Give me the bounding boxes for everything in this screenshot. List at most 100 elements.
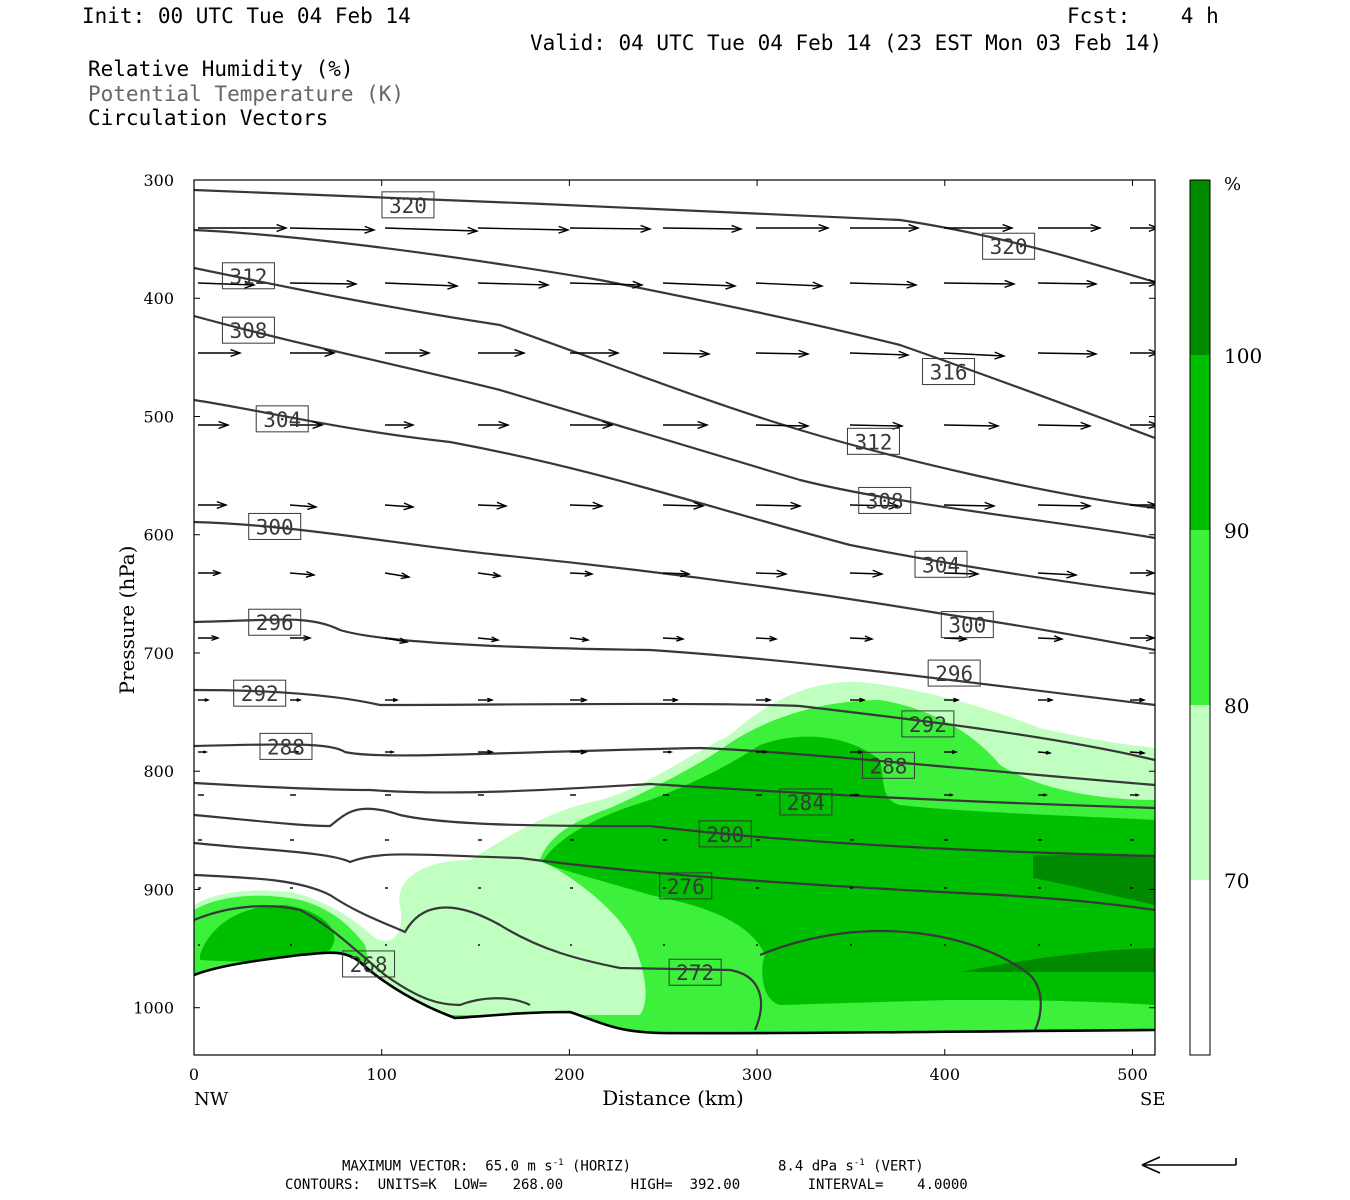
y-tick-label: 1000 [133, 999, 174, 1018]
wind-vector [385, 697, 400, 703]
wind-vector [663, 750, 674, 754]
legend-theta: Potential Temperature (K) [88, 82, 405, 106]
wind-vector [198, 348, 243, 358]
wind-vector [570, 420, 615, 430]
wind-vector [1130, 420, 1155, 430]
svg-text:296: 296 [256, 611, 294, 635]
wind-vector [477, 571, 503, 579]
wind-vector [1037, 635, 1065, 643]
contour-276 [194, 841, 1155, 912]
wind-vector [1130, 793, 1141, 797]
wind-vector [198, 420, 231, 430]
wind-vector [385, 420, 416, 430]
wind-vector [384, 226, 480, 235]
wind-vector [1037, 750, 1053, 755]
circulation-vectors [197, 223, 1155, 946]
y-tick-label: 300 [143, 171, 174, 190]
wind-vector [290, 634, 313, 642]
wind-vector [849, 280, 919, 289]
wind-vector [385, 750, 396, 754]
y-axis: 300 400 500 600 700 800 900 1000 [133, 171, 1155, 1018]
contour-label: 308 [858, 486, 912, 514]
wind-vector [198, 223, 289, 233]
svg-text:272: 272 [676, 961, 714, 985]
svg-text:292: 292 [909, 713, 947, 737]
wind-vector [1037, 279, 1099, 288]
forecast-hour: Fcst: 4 h [1067, 4, 1219, 28]
svg-text:312: 312 [854, 430, 892, 454]
svg-text:308: 308 [229, 319, 267, 343]
wind-vector [849, 501, 901, 510]
svg-text:316: 316 [930, 361, 968, 385]
wind-vector [289, 225, 377, 234]
wind-vector [569, 280, 645, 289]
contour-label: 300 [940, 611, 994, 639]
wind-vector [569, 570, 595, 577]
legend-rh: Relative Humidity (%) [88, 57, 354, 81]
contour-label: 272 [668, 958, 722, 986]
wind-vector [478, 420, 511, 430]
contour-320 [194, 188, 1155, 284]
wind-vector [289, 570, 317, 578]
wind-vector [478, 697, 495, 703]
wind-vector [944, 223, 1015, 233]
wind-vector [1129, 750, 1147, 756]
wind-vector [198, 698, 211, 702]
wind-vector [290, 420, 325, 430]
y-tick-label: 700 [143, 644, 174, 663]
wind-vector [478, 348, 527, 358]
contour-label: 316 [922, 358, 976, 386]
y-tick-label: 500 [143, 407, 174, 426]
svg-text:300: 300 [948, 614, 986, 638]
wind-vector [1037, 421, 1093, 430]
contour-labels: 320 320 316 312 312 308 308 304 304 300 300 296 296 2… [221, 191, 1036, 986]
rh-100-fill [960, 855, 1155, 972]
svg-text:308: 308 [866, 489, 904, 513]
svg-text:320: 320 [389, 194, 427, 218]
contour-272-east [759, 929, 1042, 1031]
wind-vector [849, 635, 875, 642]
max-vector-info: MAXIMUM VECTOR: 65.0 m s-1 (HORIZ) [342, 1158, 631, 1175]
contour-288 [194, 743, 1155, 787]
rh-shading [194, 681, 1155, 1055]
wind-vector [662, 569, 692, 578]
wind-vector [944, 697, 961, 703]
wind-vector [755, 501, 803, 510]
svg-text:304: 304 [263, 408, 301, 432]
contour-label: 288 [861, 751, 915, 779]
colorbar-70-80 [1190, 705, 1210, 880]
wind-vector [756, 697, 773, 703]
wind-vector [663, 420, 710, 430]
wind-vector [1038, 697, 1055, 703]
wind-vector [569, 501, 605, 510]
wind-vector [290, 750, 301, 754]
contour-label: 312 [221, 262, 275, 290]
wind-vector [477, 636, 501, 643]
theta-contours [194, 188, 1155, 1035]
colorbar-below-70 [1190, 880, 1210, 1055]
wind-vector [943, 351, 1007, 360]
x-right-end-label: SE [1140, 1089, 1165, 1110]
wind-vector [1037, 570, 1079, 579]
wind-vector [755, 281, 825, 290]
wind-vector [570, 697, 589, 703]
wind-vector [477, 501, 509, 510]
contour-label: 284 [779, 788, 833, 816]
wind-vector [850, 793, 861, 797]
contour-280 [194, 807, 1155, 858]
svg-text:284: 284 [787, 791, 825, 815]
wind-vector [290, 698, 303, 702]
svg-text:296: 296 [935, 662, 973, 686]
x-tick-label: 300 [742, 1065, 773, 1084]
contour-label: 308 [221, 316, 275, 344]
contour-308 [194, 314, 1155, 540]
y-tick-label: 600 [143, 526, 174, 545]
wind-vector [944, 749, 959, 755]
x-axis: 0 100 200 300 400 500 [189, 180, 1148, 1084]
wind-vector [663, 697, 680, 703]
contour-272 [194, 873, 763, 1031]
contour-284 [194, 781, 1155, 810]
wind-vector [662, 349, 712, 358]
wind-vector [662, 501, 706, 510]
